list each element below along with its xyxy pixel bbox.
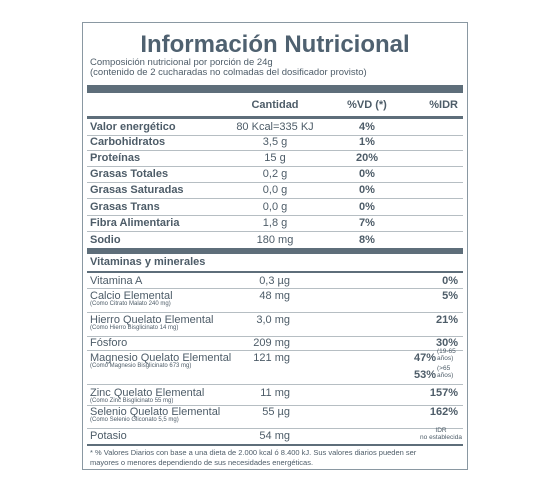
mineral-note: (Como Zinc Bisglicinato 55 mg) xyxy=(90,398,174,404)
nutrient-vd: 8% xyxy=(359,234,375,246)
row-rule xyxy=(87,405,463,406)
row-rule xyxy=(87,312,463,313)
mineral-note: (Como Citrato Malato 240 mg) xyxy=(90,301,171,307)
mineral-amount: 3,0 mg xyxy=(256,314,290,326)
idr-note: IDR xyxy=(435,427,447,434)
nutrient-amount: 15 g xyxy=(264,152,286,164)
nutrient-vd: 20% xyxy=(355,152,379,164)
nutrient-amount: 0,2 g xyxy=(262,168,288,180)
nutrient-vd: 7% xyxy=(359,217,375,229)
nutrient-amount: 3,5 g xyxy=(262,136,288,148)
mineral-idr: 5% xyxy=(442,290,458,302)
row-rule xyxy=(87,231,463,232)
row-rule xyxy=(87,336,463,337)
section-title: Vitaminas y minerales xyxy=(90,256,206,268)
header-bar xyxy=(87,85,463,93)
nutrient-amount: 180 mg xyxy=(256,234,294,246)
mineral-idr: 0% xyxy=(442,275,458,287)
mineral-idr: 47% xyxy=(413,352,436,364)
row-rule xyxy=(87,288,463,289)
nutrient-label: Grasas Trans xyxy=(90,201,160,213)
mineral-amount: 11 mg xyxy=(260,387,290,399)
nutrient-label: Sodio xyxy=(90,234,121,246)
mineral-note: (Como Selenio Gliconato 5,5 mg) xyxy=(90,417,179,423)
idr-note: (19-65 xyxy=(437,348,456,355)
nutrient-amount: 1,8 g xyxy=(262,217,288,229)
mineral-amount: 55 µg xyxy=(262,406,290,418)
mineral-idr: 162% xyxy=(429,406,458,418)
row-rule xyxy=(87,384,463,385)
subtitle: (contenido de 2 cucharadas no colmadas d… xyxy=(90,67,367,78)
mineral-amount: 121 mg xyxy=(253,352,290,364)
row-rule xyxy=(87,350,463,351)
title: Información Nutricional xyxy=(140,31,410,58)
nutrient-label: Grasas Saturadas xyxy=(90,184,184,196)
mineral-idr: 30% xyxy=(435,337,458,349)
nutrient-vd: 0% xyxy=(359,201,375,213)
footnote: * % Valores Diarios con base a una dieta… xyxy=(90,448,417,457)
idr-note: años) xyxy=(437,372,454,379)
column-header: %VD (*) xyxy=(347,99,387,111)
mineral-idr: 157% xyxy=(429,387,458,399)
mineral-label: Magnesio Quelato Elemental xyxy=(90,352,232,364)
idr-note: (>65 xyxy=(437,365,451,372)
nutrient-label: Valor energético xyxy=(90,121,176,133)
footer-rule xyxy=(87,444,463,446)
nutrient-vd: 1% xyxy=(359,136,375,148)
row-rule xyxy=(87,150,463,151)
mineral-amount: 48 mg xyxy=(259,290,290,302)
mineral-amount: 54 mg xyxy=(259,430,290,442)
section-rule xyxy=(87,271,463,273)
row-rule xyxy=(87,135,463,136)
mineral-note: (Como Magnesio Bisglicinato 673 mg) xyxy=(90,363,192,369)
mineral-label: Calcio Elemental xyxy=(90,290,173,302)
label-frame xyxy=(82,22,468,470)
mineral-idr: 21% xyxy=(435,314,458,326)
mineral-label: Vitamina A xyxy=(90,275,143,287)
row-rule xyxy=(87,198,463,199)
nutrient-amount: 0,0 g xyxy=(262,184,288,196)
idr-note: no establecida xyxy=(420,434,462,441)
column-header: Cantidad xyxy=(251,99,299,111)
nutrient-vd: 0% xyxy=(359,184,375,196)
nutrient-vd: 0% xyxy=(359,168,375,180)
mineral-label: Fósforo xyxy=(90,337,128,349)
section-bar xyxy=(87,248,463,254)
row-rule xyxy=(87,215,463,216)
nutrient-label: Proteínas xyxy=(90,152,141,164)
nutrient-amount: 0,0 g xyxy=(262,201,288,213)
mineral-idr: 53% xyxy=(413,369,436,381)
row-rule xyxy=(87,182,463,183)
idr-note: años) xyxy=(437,355,454,362)
footnote: mayores o menores dependiendo de sus nec… xyxy=(90,458,314,467)
column-header: %IDR xyxy=(429,99,458,111)
mineral-note: (Como Hierro Bisglicinato 14 mg) xyxy=(90,325,179,331)
subtitle: Composición nutricional por porción de 2… xyxy=(90,57,273,68)
nutrient-label: Carbohidratos xyxy=(90,136,166,148)
nutrient-amount: 80 Kcal=335 KJ xyxy=(236,121,314,133)
row-rule xyxy=(87,428,463,429)
nutrient-label: Grasas Totales xyxy=(90,168,169,180)
mineral-amount: 209 mg xyxy=(253,337,290,349)
nutrient-vd: 4% xyxy=(359,121,375,133)
mineral-amount: 0,3 µg xyxy=(259,275,290,287)
mineral-label: Hierro Quelato Elemental xyxy=(90,314,214,326)
row-rule xyxy=(87,166,463,167)
nutrient-label: Fibra Alimentaria xyxy=(90,217,180,229)
header-rule xyxy=(87,116,463,119)
mineral-label: Zinc Quelato Elemental xyxy=(90,387,205,399)
mineral-label: Selenio Quelato Elemental xyxy=(90,406,221,418)
mineral-label: Potasio xyxy=(90,430,127,442)
